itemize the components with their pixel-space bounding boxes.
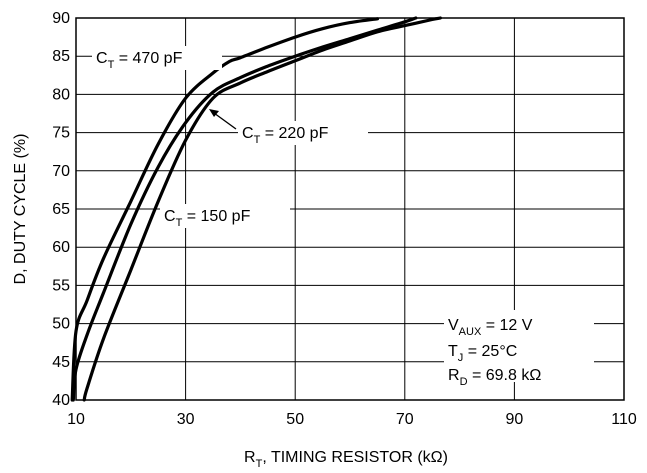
y-axis-label: D, DUTY CYCLE (%) — [12, 134, 29, 285]
x-tick-labels: 10 30 50 70 90 110 — [67, 411, 637, 428]
label-470pf: CT = 470 pF — [96, 50, 183, 71]
y-tick-label: 40 — [52, 392, 70, 409]
y-tick-label: 90 — [52, 10, 70, 27]
y-tick-labels: 40 45 50 55 60 65 70 75 80 85 90 — [52, 10, 70, 409]
series-lines — [70, 16, 442, 402]
x-tick-label: 30 — [177, 411, 195, 428]
x-tick-label: 70 — [396, 411, 414, 428]
x-tick-label: 90 — [506, 411, 524, 428]
condition-line: TJ = 25°C — [448, 343, 517, 364]
label-220pf: CT = 220 pF — [242, 125, 329, 146]
y-tick-label: 75 — [52, 125, 70, 142]
y-tick-label: 65 — [52, 201, 70, 218]
y-tick-label: 80 — [52, 86, 70, 103]
conditions-bg — [444, 310, 594, 382]
y-tick-label: 45 — [52, 354, 70, 371]
y-tick-label: 85 — [52, 48, 70, 65]
y-tick-label: 60 — [52, 239, 70, 256]
arrowhead-icon — [209, 109, 219, 117]
x-tick-label: 50 — [286, 411, 304, 428]
series-470pf-line — [70, 17, 379, 402]
label-150pf-bg — [160, 204, 290, 228]
x-axis-label: RT, TIMING RESISTOR (kΩ) — [244, 449, 448, 470]
x-tick-label: 110 — [611, 411, 637, 428]
label-150pf: CT = 150 pF — [164, 208, 251, 229]
y-tick-label: 55 — [52, 277, 70, 294]
condition-line: RD = 69.8 kΩ — [448, 367, 541, 388]
annotations: CT = 470 pF CT = 220 pF CT = 150 pF VAUX = … — [92, 46, 594, 388]
condition-line: VAUX = 12 V — [448, 317, 533, 338]
label-470pf-bg — [92, 46, 222, 70]
plot-frame — [75, 17, 625, 401]
series-150pf-line — [82, 16, 442, 402]
x-tick-label: 10 — [67, 411, 85, 428]
label-220pf-leader — [213, 112, 237, 130]
y-tick-label: 50 — [52, 316, 70, 333]
series-220pf-line — [71, 16, 418, 402]
y-tick-label: 70 — [52, 163, 70, 180]
label-220pf-bg — [238, 121, 368, 145]
